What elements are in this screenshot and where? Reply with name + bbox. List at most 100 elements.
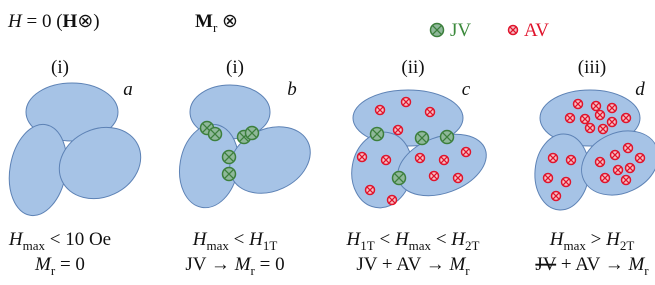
text-segment: r — [644, 263, 649, 278]
abrikosov-vortex — [601, 174, 610, 183]
text-segment: H — [7, 11, 23, 32]
caption-line: Hmax < H1T — [192, 229, 278, 253]
text-segment: H — [63, 11, 78, 32]
caption-line: H1T < Hmax < H2T — [346, 229, 480, 253]
text-segment: > — [586, 229, 606, 250]
text-segment: M — [448, 254, 466, 275]
joint-vortex — [431, 24, 444, 37]
text-segment: max — [563, 238, 586, 253]
text-segment: < — [431, 229, 451, 250]
text-segment: JV → — [185, 254, 234, 275]
abrikosov-vortex — [608, 118, 617, 127]
text-segment: max — [409, 238, 432, 253]
text-segment: H — [192, 229, 208, 250]
abrikosov-vortex — [358, 153, 367, 162]
text-segment: ⊗ — [217, 11, 238, 32]
abrikosov-vortex — [462, 148, 471, 157]
text-segment: < — [229, 229, 249, 250]
abrikosov-vortex — [549, 154, 558, 163]
abrikosov-vortex — [624, 144, 633, 153]
text-segment: < — [375, 229, 395, 250]
text-segment: H — [346, 229, 362, 250]
figure: H = 0 (H⊗)Mr ⊗JVAV(i)aHmax < 10 OeMr = 0… — [0, 0, 655, 285]
abrikosov-vortex — [567, 156, 576, 165]
abrikosov-vortex — [426, 108, 435, 117]
text-segment: M — [627, 254, 645, 275]
abrikosov-vortex — [382, 156, 391, 165]
abrikosov-vortex — [376, 106, 385, 115]
abrikosov-vortex — [388, 196, 397, 205]
text-segment: ⊗) — [77, 11, 99, 32]
caption-line: JV + AV → Mr — [535, 254, 649, 278]
abrikosov-vortex — [608, 104, 617, 113]
text-segment: 2T — [620, 238, 635, 253]
legend-label: AV — [524, 20, 549, 41]
text-segment: max — [206, 238, 229, 253]
caption-line: Mr = 0 — [34, 254, 85, 278]
abrikosov-vortex — [430, 172, 439, 181]
text-segment: H — [605, 229, 621, 250]
abrikosov-vortex — [596, 111, 605, 120]
panel-stage: (i) — [51, 57, 69, 78]
text-segment: max — [23, 238, 46, 253]
text-segment: + AV → — [556, 254, 628, 275]
abrikosov-vortex — [440, 156, 449, 165]
panel-letter: b — [287, 79, 297, 100]
abrikosov-vortex — [614, 166, 623, 175]
abrikosov-vortex — [394, 126, 403, 135]
text-segment: < 10 Oe — [45, 229, 111, 250]
abrikosov-vortex — [622, 176, 631, 185]
joint-vortex — [393, 172, 406, 185]
abrikosov-vortex — [596, 158, 605, 167]
caption-line: JV + AV → Mr — [356, 254, 470, 278]
remanence-label: Mr ⊗ — [195, 11, 238, 35]
caption-line: JV → Mr = 0 — [185, 254, 284, 278]
abrikosov-vortex — [622, 114, 631, 123]
text-segment: 1T — [360, 238, 375, 253]
abrikosov-vortex — [592, 102, 601, 111]
text-segment: M — [234, 254, 252, 275]
abrikosov-vortex — [611, 151, 620, 160]
text-segment: H — [248, 229, 264, 250]
text-segment: H — [450, 229, 466, 250]
text-segment: M — [195, 11, 213, 32]
abrikosov-vortex — [402, 98, 411, 107]
abrikosov-vortex — [366, 186, 375, 195]
text-segment: r — [465, 263, 470, 278]
text-segment: = 0 — [255, 254, 285, 275]
abrikosov-vortex — [581, 115, 590, 124]
text-segment: H — [8, 229, 24, 250]
abrikosov-vortex — [636, 154, 645, 163]
panel-letter: a — [123, 79, 133, 100]
joint-vortex — [223, 151, 236, 164]
field-label: H = 0 (H⊗) — [7, 11, 100, 32]
abrikosov-vortex — [562, 178, 571, 187]
text-segment: H — [394, 229, 410, 250]
abrikosov-vortex — [552, 192, 561, 201]
abrikosov-vortex — [416, 154, 425, 163]
text-segment: JV — [535, 254, 556, 275]
abrikosov-vortex — [509, 26, 518, 35]
joint-vortex — [209, 128, 222, 141]
text-segment: 1T — [263, 238, 278, 253]
text-segment: JV + AV → — [356, 254, 449, 275]
abrikosov-vortex — [454, 174, 463, 183]
panel-letter: c — [462, 79, 471, 100]
joint-vortex — [371, 128, 384, 141]
legend-label: JV — [450, 20, 471, 41]
text-segment: = 0 ( — [22, 11, 63, 32]
abrikosov-vortex — [544, 174, 553, 183]
abrikosov-vortex — [626, 164, 635, 173]
panel-stage: (iii) — [578, 57, 607, 78]
caption-line: Hmax < 10 Oe — [8, 229, 111, 253]
joint-vortex — [416, 132, 429, 145]
abrikosov-vortex — [599, 125, 608, 134]
text-segment: M — [34, 254, 52, 275]
joint-vortex — [441, 131, 454, 144]
text-segment: = 0 — [55, 254, 85, 275]
panel-letter: d — [635, 79, 645, 100]
panel-stage: (i) — [226, 57, 244, 78]
text-segment: H — [549, 229, 565, 250]
abrikosov-vortex — [586, 124, 595, 133]
panel-stage: (ii) — [401, 57, 424, 78]
